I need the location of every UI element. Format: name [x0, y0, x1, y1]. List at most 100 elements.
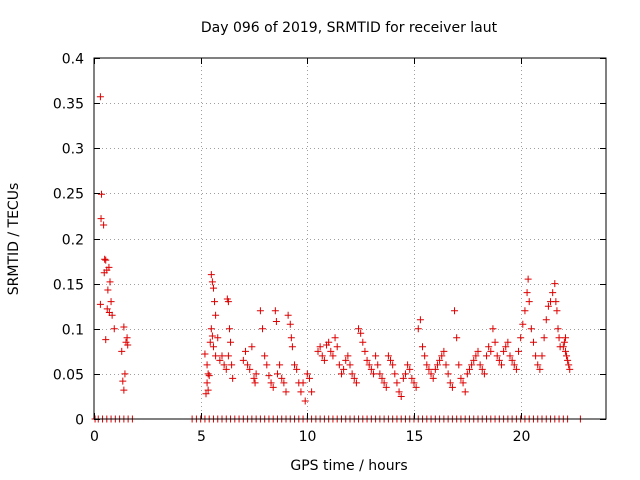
data-point: [549, 289, 557, 297]
data-point: [272, 318, 280, 326]
data-point: [380, 379, 388, 387]
data-point: [124, 341, 132, 349]
data-point: [536, 365, 544, 373]
chart-title: Day 096 of 2019, SRMTID for receiver lau…: [201, 20, 498, 36]
data-point: [355, 325, 363, 333]
data-point: [110, 325, 118, 333]
tick-labels: 0 5 10 15 20 0 0.05 0.1 0.15 0.2 0.25 0.3 0.35 0.4: [53, 52, 531, 446]
data-point: [495, 356, 503, 364]
data-point: [448, 383, 456, 391]
data-point: [239, 356, 247, 364]
data-point: [203, 361, 211, 369]
data-point: [387, 356, 395, 364]
data-point: [102, 256, 110, 264]
data-point: [100, 221, 108, 229]
data-point: [207, 271, 215, 279]
data-point: [344, 352, 352, 360]
data-point: [256, 307, 264, 315]
data-point: [229, 374, 237, 382]
data-point: [273, 370, 281, 378]
data-point: [363, 356, 371, 364]
data-point: [308, 388, 316, 396]
data-point: [453, 334, 461, 342]
data-point: [212, 352, 220, 360]
data-point: [278, 374, 286, 382]
data-point: [211, 298, 219, 306]
data-point: [265, 372, 273, 380]
data-point: [510, 361, 518, 369]
data-point: [419, 343, 427, 351]
data-point: [263, 361, 271, 369]
data-point: [489, 325, 497, 333]
data-point: [286, 320, 294, 328]
data-point: [97, 215, 105, 223]
data-point: [348, 370, 356, 378]
data-point: [446, 379, 454, 387]
data-point: [431, 365, 439, 373]
data-point: [206, 338, 214, 346]
data-point: [504, 338, 512, 346]
data-point: [459, 379, 467, 387]
data-point: [331, 334, 339, 342]
data-point: [544, 302, 552, 310]
data-point: [561, 347, 569, 355]
data-point: [246, 365, 254, 373]
data-point: [401, 370, 409, 378]
data-point: [551, 280, 559, 288]
data-point: [269, 383, 277, 391]
data-point: [468, 361, 476, 369]
grid-lines: [94, 58, 606, 419]
data-point: [288, 343, 296, 351]
data-point: [515, 347, 523, 355]
data-point: [250, 374, 258, 382]
data-point: [261, 352, 269, 360]
data-point: [404, 361, 412, 369]
data-point: [565, 361, 573, 369]
data-point: [412, 383, 420, 391]
data-point: [423, 361, 431, 369]
data-point: [478, 365, 486, 373]
y-axis-label: SRMTID / TECUs: [6, 183, 22, 296]
data-point: [532, 352, 540, 360]
data-point: [416, 316, 424, 324]
data-point: [493, 352, 501, 360]
y-tick-label: 0.05: [53, 368, 84, 384]
data-point: [209, 343, 217, 351]
data-point: [508, 356, 516, 364]
data-point: [480, 370, 488, 378]
data-point: [204, 386, 212, 394]
data-point: [297, 388, 305, 396]
data-point: [554, 325, 562, 333]
data-point: [320, 356, 328, 364]
data-point: [397, 392, 405, 400]
data-point: [378, 374, 386, 382]
data-point: [329, 352, 337, 360]
data-point: [534, 361, 542, 369]
data-point: [559, 343, 567, 351]
data-point: [218, 352, 226, 360]
data-point: [327, 347, 335, 355]
y-tick-label: 0: [75, 413, 84, 429]
data-point: [202, 390, 210, 398]
data-point: [333, 343, 341, 351]
data-point: [410, 379, 418, 387]
data-point: [314, 347, 322, 355]
x-tick-label: 0: [90, 429, 99, 445]
data-point: [224, 352, 232, 360]
data-point: [560, 338, 568, 346]
data-point: [303, 370, 311, 378]
data-point: [103, 305, 111, 313]
data-point: [472, 352, 480, 360]
data-point: [105, 263, 113, 271]
data-point: [476, 361, 484, 369]
data-point: [451, 307, 459, 315]
data-point: [540, 334, 548, 342]
data-point: [438, 352, 446, 360]
data-point: [512, 365, 520, 373]
data-point: [561, 334, 569, 342]
data-point: [120, 323, 128, 331]
data-point: [282, 388, 290, 396]
data-point: [553, 307, 561, 315]
data-point: [552, 298, 560, 306]
